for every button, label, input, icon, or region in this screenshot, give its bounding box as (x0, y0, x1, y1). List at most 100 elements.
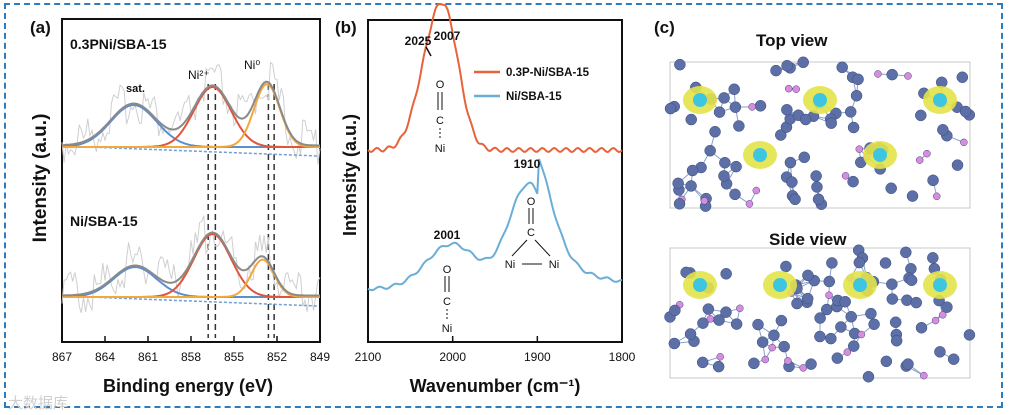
x-tick-label: 2100 (355, 350, 382, 364)
sample-label: 0.3PNi/SBA-15 (70, 36, 167, 52)
si-atom (781, 59, 793, 72)
p-atom (706, 315, 715, 323)
si-atom (730, 160, 742, 173)
x-tick-label: 861 (138, 350, 158, 364)
si-atom (937, 124, 949, 136)
p-atom (736, 304, 744, 313)
si-atom (825, 332, 837, 345)
bond-line (534, 239, 551, 257)
si-atom (798, 151, 811, 164)
si-atom (669, 304, 681, 317)
si-atom (673, 198, 686, 210)
si-atom (801, 292, 814, 305)
x-tick-label: 1800 (609, 350, 636, 364)
ni-atom (933, 278, 947, 292)
si-atom (915, 109, 927, 122)
si-atom (947, 353, 960, 365)
si-atom (889, 316, 902, 329)
si-atom (697, 317, 709, 329)
si-atom (719, 156, 731, 169)
bond-line (511, 239, 528, 257)
si-atom (672, 177, 684, 190)
si-atom (886, 293, 899, 305)
si-atom (853, 256, 866, 269)
si-atom (684, 328, 697, 340)
si-atom (752, 318, 764, 331)
ni-atom (933, 93, 947, 107)
si-atom (862, 370, 875, 383)
si-atom (748, 357, 760, 370)
si-atom (784, 156, 797, 169)
si-atom (770, 64, 782, 77)
si-atom (780, 260, 792, 273)
si-atom (850, 89, 863, 102)
p-atom (784, 357, 792, 365)
panel-c-label: (c) (654, 18, 675, 37)
x-tick-label: 849 (310, 350, 330, 364)
si-atom (826, 257, 838, 269)
si-atom (879, 257, 892, 269)
ni-atom (773, 278, 787, 292)
si-atom (934, 346, 946, 358)
structure-illustration (664, 56, 976, 383)
si-atom (704, 144, 716, 157)
panel-b-label: (b) (335, 18, 357, 37)
si-atom (927, 252, 939, 264)
atom-label-o: O (436, 79, 445, 91)
x-tick-label: 2000 (439, 350, 466, 364)
si-atom (702, 303, 715, 315)
atom-label-c: C (436, 115, 444, 127)
si-atom (835, 321, 847, 333)
figure-frame (4, 3, 1003, 408)
si-atom (900, 246, 912, 259)
si-atom (696, 356, 709, 369)
si-atom (823, 275, 836, 288)
si-atom (880, 355, 893, 368)
si-atom (836, 61, 848, 74)
si-atom (709, 125, 721, 138)
si-atom (756, 336, 769, 348)
annotation-sat: sat. (126, 83, 145, 95)
si-atom (868, 318, 880, 331)
si-atom (847, 340, 860, 352)
x-tick-label: 867 (52, 350, 72, 364)
ni-atom (693, 278, 707, 292)
x-axis-label: Wavenumber (cm⁻¹) (410, 376, 581, 396)
si-atom (886, 68, 898, 81)
si-atom (730, 318, 743, 330)
si-atom (812, 193, 825, 205)
si-atom (890, 334, 903, 347)
si-atom (778, 340, 790, 353)
ir-chart: 2100 2000 1900 1800 2025 2007 2001 1910 0.3P-Ni/… (340, 3, 636, 396)
x-axis-label: Binding energy (eV) (103, 376, 273, 396)
p-atom (923, 149, 931, 158)
annotation-ni2: Ni²⁺ (188, 68, 210, 82)
legend-label: Ni/SBA-15 (506, 91, 562, 103)
si-atom (844, 106, 857, 118)
si-atom (733, 120, 745, 132)
si-atom (685, 113, 697, 126)
si-atom (865, 307, 877, 320)
annotation-arrow (425, 46, 432, 57)
side-view-title: Side view (769, 230, 847, 249)
x-tick-label: 864 (95, 350, 115, 364)
si-atom (885, 182, 897, 195)
x-tick-label: 852 (267, 350, 287, 364)
p-atom (792, 85, 800, 93)
annotation-ni0: Ni⁰ (244, 58, 260, 72)
watermark: 大数据库 (8, 395, 69, 412)
spectrum-line-Ni (367, 158, 623, 292)
si-atom (686, 164, 699, 177)
si-atom (941, 301, 953, 313)
x-tick-label: 858 (181, 350, 201, 364)
peak-fit-Ni2+ (62, 85, 320, 148)
peak-label: 2001 (434, 228, 461, 242)
si-atom (713, 106, 726, 118)
si-atom (814, 330, 826, 343)
si-atom (886, 278, 898, 290)
p-atom (748, 103, 756, 111)
si-atom (847, 121, 860, 134)
top-view-model (664, 56, 976, 212)
si-atom (685, 180, 697, 192)
atom-label-o: O (527, 196, 536, 208)
